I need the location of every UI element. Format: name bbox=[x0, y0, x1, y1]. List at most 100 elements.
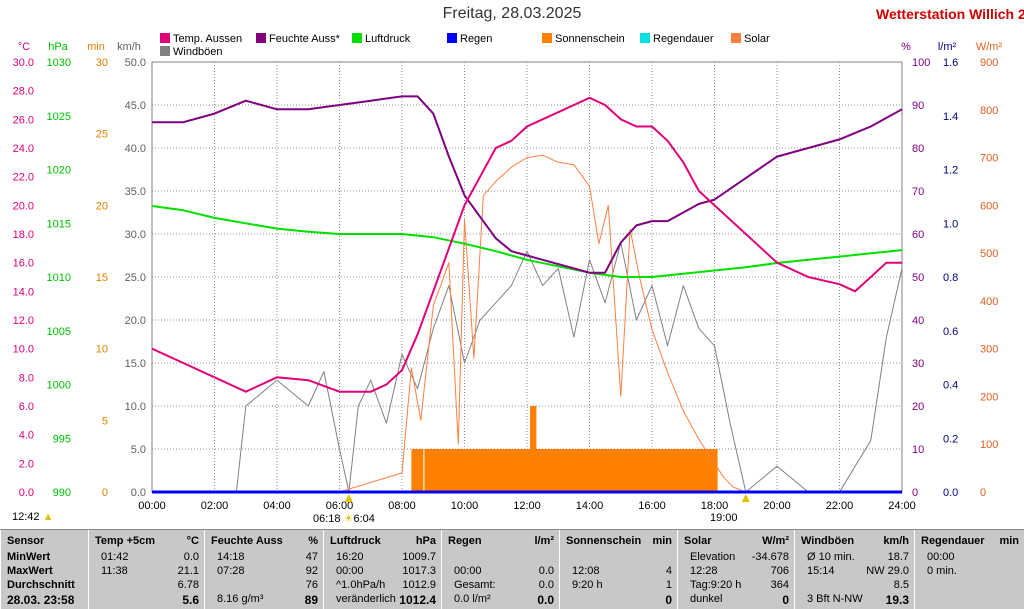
stats-cell-left: dunkel bbox=[690, 593, 723, 605]
axis-tick-press: 1020 bbox=[47, 165, 71, 177]
legend-item: Luftdruck bbox=[352, 33, 410, 45]
stats-cell-value: 0.0 bbox=[183, 551, 199, 563]
axis-unit-temp: °C bbox=[18, 41, 30, 53]
axis-tick-hum: 100 bbox=[912, 57, 930, 69]
axis-tick-hum: 20 bbox=[912, 401, 924, 413]
stats-header-unit: min bbox=[999, 535, 1019, 547]
stats-cell-left: 9:20 h bbox=[572, 579, 603, 591]
axis-tick-solar: 500 bbox=[980, 248, 998, 260]
axis-tick-temp: 20.0 bbox=[13, 200, 34, 212]
axis-tick-wind: 20.0 bbox=[125, 315, 146, 327]
stats-column: Sonnenschein min 12:08 4 9:20 h 1 0 bbox=[559, 530, 678, 609]
stats-cell-left: 14:18 bbox=[217, 551, 245, 563]
stats-cell-value: 0.0 bbox=[537, 593, 554, 607]
axis-tick-hum: 60 bbox=[912, 229, 924, 241]
axis-tick-wind: 35.0 bbox=[125, 186, 146, 198]
stats-cell-value: 1 bbox=[665, 579, 672, 591]
station-name: Wetterstation Willich 2 bbox=[876, 6, 1024, 22]
axis-tick-press: 1005 bbox=[47, 326, 71, 338]
stats-cell-value: -34.678 bbox=[751, 551, 789, 563]
stats-cell-value: 8.5 bbox=[893, 579, 909, 591]
axis-tick-temp: 28.0 bbox=[13, 86, 34, 98]
stats-column: Windböen km/h Ø 10 min. 18.7 15:14 NW 29.0 8.5… bbox=[794, 530, 915, 609]
stats-cell-left: Gesamt: bbox=[454, 579, 496, 591]
legend-swatch bbox=[256, 33, 266, 43]
stats-column: Temp +5cm °C 01:42 0.0 11:38 21.1 6.78 5.6 bbox=[88, 530, 205, 609]
axis-tick-wind: 40.0 bbox=[125, 143, 146, 155]
legend-swatch bbox=[160, 46, 170, 56]
stats-cell-left: 12:08 bbox=[572, 565, 600, 577]
axis-tick-wind: 15.0 bbox=[125, 358, 146, 370]
stats-cell-value: 1009.7 bbox=[402, 551, 436, 563]
stats-cell-left: veränderlich bbox=[336, 593, 396, 605]
series-temp-aussen bbox=[151, 96, 902, 393]
stats-cell-value: 5.6 bbox=[182, 593, 199, 607]
sunset-marker: 19:00 bbox=[710, 512, 738, 524]
sunrise-marker: 06:18 ☀6:04 bbox=[313, 513, 375, 525]
axis-tick-solar: 700 bbox=[980, 153, 998, 165]
station-label: Wetterstation Willich bbox=[876, 6, 1015, 22]
x-tick-label: 00:00 bbox=[138, 500, 166, 512]
axis-tick-rain: 1.0 bbox=[943, 218, 958, 230]
series-windb-en bbox=[152, 242, 903, 493]
axis-tick-hum: 70 bbox=[912, 186, 924, 198]
sunshine-peak-bar bbox=[530, 406, 537, 492]
stats-cell-value: 4 bbox=[665, 565, 672, 577]
stats-row-label: MinWert bbox=[7, 551, 51, 563]
stats-cell-value: 1012.9 bbox=[402, 579, 436, 591]
legend-label: Windböen bbox=[173, 46, 223, 58]
axis-tick-hum: 30 bbox=[912, 358, 924, 370]
series-feuchte-auss- bbox=[152, 95, 903, 274]
legend-swatch bbox=[352, 33, 362, 43]
legend-item: Windböen bbox=[160, 46, 223, 58]
axis-tick-wind: 25.0 bbox=[125, 272, 146, 284]
stats-cell-left: 07:28 bbox=[217, 565, 245, 577]
axis-tick-rain: 0.6 bbox=[943, 326, 958, 338]
stats-cell-value: 92 bbox=[305, 565, 318, 577]
legend-label: Temp. Aussen bbox=[173, 33, 243, 45]
stats-cell-value: 1012.4 bbox=[399, 593, 436, 607]
legend-item: Temp. Aussen bbox=[160, 33, 242, 45]
axis-tick-temp: 8.0 bbox=[19, 372, 34, 384]
chart-title: Freitag, 28.03.2025 bbox=[442, 5, 582, 22]
axis-tick-temp: 12.0 bbox=[13, 315, 34, 327]
axis-tick-hum: 50 bbox=[912, 272, 924, 284]
axis-tick-press: 1025 bbox=[47, 111, 71, 123]
stats-cell-value: 0.0 bbox=[538, 579, 554, 591]
axis-tick-temp: 22.0 bbox=[13, 172, 34, 184]
axis-tick-rain: 0.8 bbox=[943, 272, 958, 284]
stats-column: Sensor MinWert MaxWert Durchschnitt 28.03. 2… bbox=[0, 530, 89, 609]
axis-tick-rain: 1.4 bbox=[943, 111, 958, 123]
legend-swatch bbox=[542, 33, 552, 43]
axis-tick-solar: 0 bbox=[980, 487, 986, 499]
axis-tick-min: 20 bbox=[96, 200, 108, 212]
stats-header: Regendauer bbox=[921, 535, 985, 547]
legend-item: Solar bbox=[731, 33, 770, 45]
axis-tick-hum: 0 bbox=[912, 487, 918, 499]
axis-tick-press: 995 bbox=[53, 433, 71, 445]
axis-tick-temp: 30.0 bbox=[13, 57, 34, 69]
stats-cell-value: 18.7 bbox=[887, 551, 909, 563]
stats-cell-left: 00:00 bbox=[927, 551, 955, 563]
legend-label: Sonnenschein bbox=[555, 33, 625, 45]
stats-row-label: MaxWert bbox=[7, 565, 53, 577]
legend-label: Feuchte Auss* bbox=[269, 33, 340, 45]
now-marker: 12:42 ▲ bbox=[12, 511, 54, 523]
legend-label: Solar bbox=[744, 33, 770, 45]
axis-tick-press: 1015 bbox=[47, 218, 71, 230]
stats-column: Regen l/m² 00:00 0.0 Gesamt: 0.0 0.0 l/m² 0.0 bbox=[441, 530, 560, 609]
stats-table: Sensor MinWert MaxWert Durchschnitt 28.03. 2… bbox=[0, 529, 1024, 609]
stats-cell-left: 01:42 bbox=[101, 551, 129, 563]
axis-tick-wind: 30.0 bbox=[125, 229, 146, 241]
series-solar bbox=[339, 154, 746, 493]
stats-cell-value: 0 bbox=[782, 593, 789, 607]
axis-tick-solar: 400 bbox=[980, 296, 998, 308]
legend-swatch bbox=[731, 33, 741, 43]
legend-swatch bbox=[447, 33, 457, 43]
axis-tick-solar: 200 bbox=[980, 391, 998, 403]
sunset-tick bbox=[741, 494, 750, 502]
axis-tick-min: 15 bbox=[96, 272, 108, 284]
weather-chart: 30.0 28.0 26.0 24.0 22.0 20.0 18.0 16.0 14.0 12.0… bbox=[13, 41, 1003, 512]
stats-cell-left: 11:38 bbox=[101, 565, 128, 577]
axis-tick-temp: 24.0 bbox=[13, 143, 34, 155]
